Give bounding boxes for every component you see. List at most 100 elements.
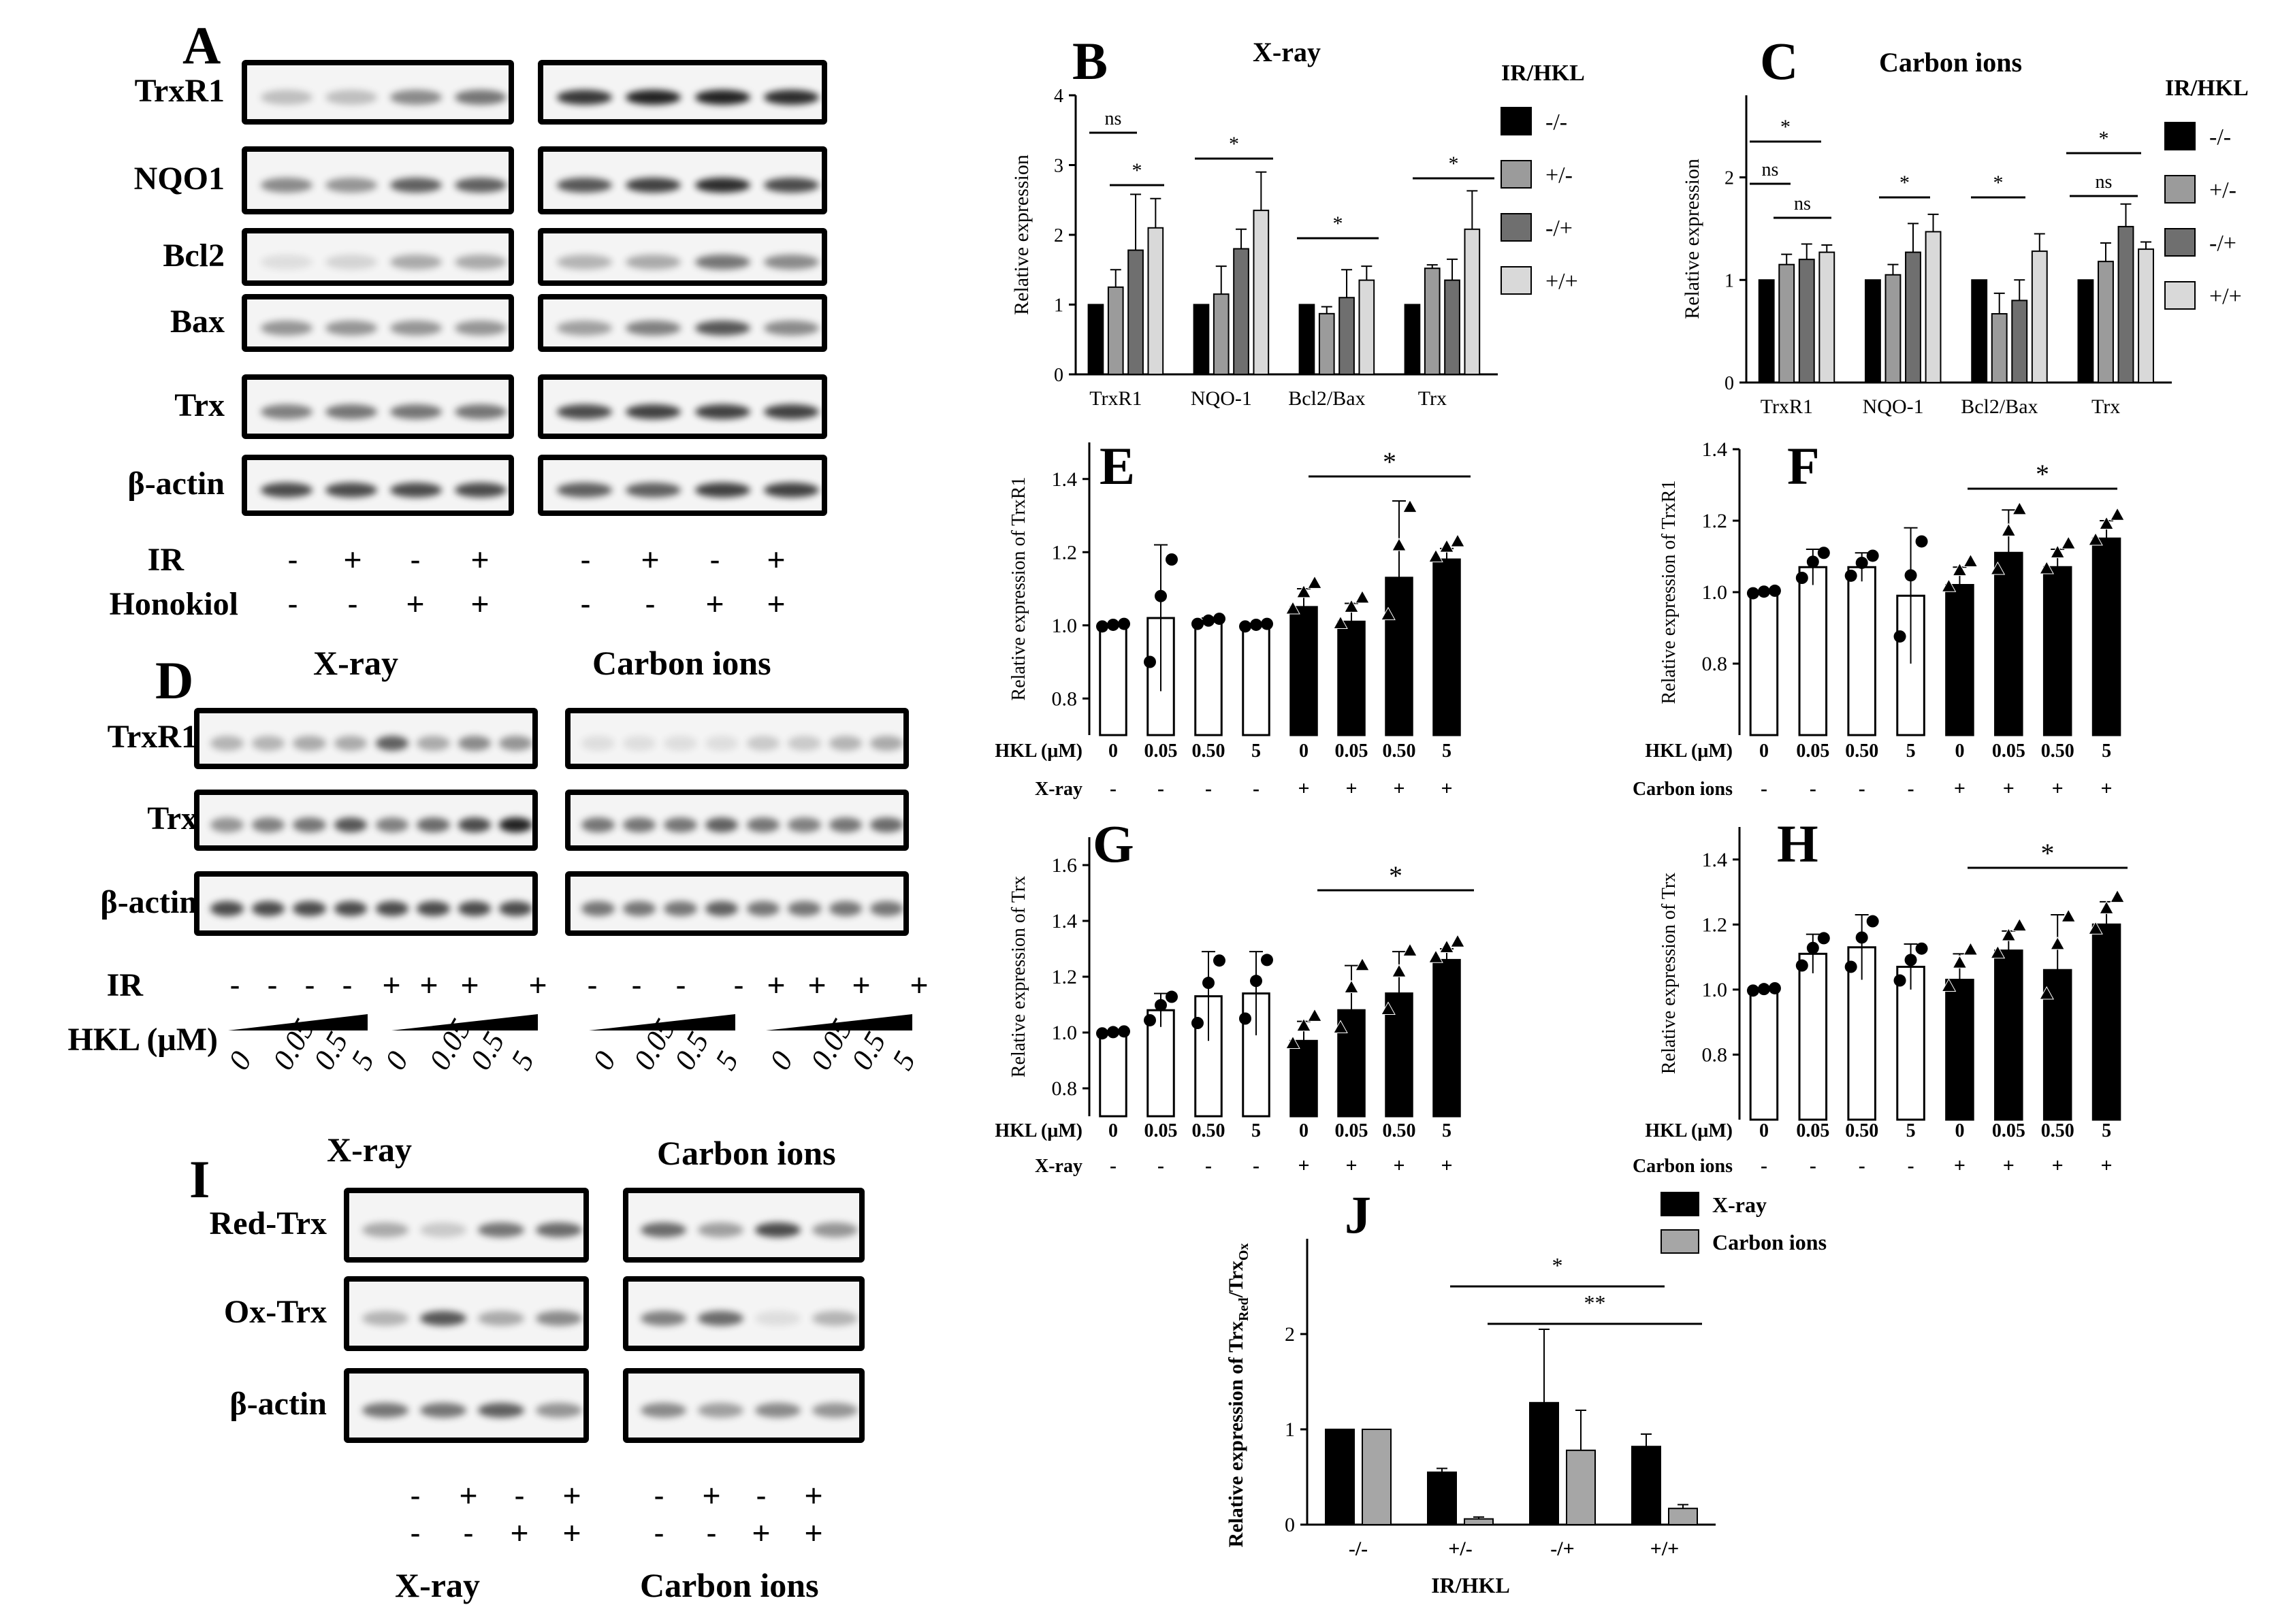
data-point [1450, 534, 1465, 547]
band [417, 736, 450, 751]
data-point [1746, 984, 1759, 997]
data-point [1239, 620, 1251, 633]
legend-swatch [1501, 107, 1532, 135]
band [210, 736, 244, 751]
legend-label: X-ray [1712, 1192, 1767, 1217]
data-point [1904, 954, 1917, 967]
band [375, 817, 409, 832]
panel-a-row-label: Bcl2 [163, 237, 225, 274]
data-point [1144, 655, 1156, 668]
bar [2077, 279, 2094, 383]
x-tick-label: NQO-1 [1863, 395, 1924, 418]
sig-label: * [2099, 127, 2109, 150]
data-point [1893, 974, 1906, 987]
band [763, 320, 819, 336]
band [499, 817, 532, 832]
sig-label: * [1132, 159, 1142, 182]
panel-b-label: B [1072, 31, 1108, 91]
band [334, 736, 368, 751]
panel-i-bottom-carbon: Carbon ions [640, 1566, 819, 1604]
legend-label: Carbon ions [1712, 1230, 1827, 1254]
band [375, 900, 409, 916]
panel-d-ir-sign: - [631, 967, 642, 1003]
y-tick-label: 1.6 [1052, 854, 1078, 877]
panel-i-sign-row1: + [804, 1478, 823, 1513]
band [698, 1311, 744, 1326]
x-tick-label: 0.50 [2041, 1120, 2074, 1141]
bar [1253, 210, 1270, 375]
legend-swatch [1501, 213, 1532, 242]
y-tick-label: 3 [1054, 156, 1063, 177]
band [325, 89, 377, 105]
band [293, 817, 326, 832]
bar [1994, 949, 2023, 1121]
sig-label: * [1552, 1253, 1563, 1278]
bar [1099, 624, 1127, 736]
band [325, 320, 377, 336]
x-tick-label: 0.05 [1144, 741, 1178, 762]
data-point [1963, 553, 1978, 567]
honokiol-sign: - [287, 586, 298, 621]
band [557, 178, 613, 193]
panel-d-blot-xray [194, 871, 538, 936]
band [664, 817, 697, 832]
panel-a-row-label: β-actin [127, 466, 225, 502]
band [389, 178, 442, 193]
bar [1668, 1508, 1698, 1525]
bar [1798, 952, 1828, 1121]
row1-label: HKL (μM) [1645, 1120, 1733, 1141]
panel-i-sign-row2: - [654, 1515, 664, 1550]
band [626, 320, 681, 336]
panel-d-ir-sign: + [528, 967, 547, 1003]
panel-i-sign-row1: - [756, 1478, 767, 1513]
ir-sign: + [470, 542, 490, 577]
data-point [1202, 977, 1215, 990]
band [535, 1311, 582, 1326]
sig-label: * [1993, 172, 2004, 194]
band [499, 736, 532, 751]
data-point [1866, 915, 1879, 928]
bar [1798, 566, 1828, 736]
bar [1087, 304, 1104, 375]
panel-d-row-label: Trx [147, 800, 197, 837]
bar [1631, 1446, 1661, 1525]
data-point [2110, 507, 2125, 521]
data-point [1202, 614, 1215, 627]
x-row2-sign: + [2101, 1154, 2113, 1177]
y-tick-label: 1 [1285, 1418, 1295, 1441]
ir-sign: + [343, 542, 362, 577]
y-tick-label: 0.8 [1052, 1077, 1078, 1100]
sig-label: * [2036, 459, 2049, 489]
y-axis-label: Relative expression of TrxR1 [1008, 477, 1029, 701]
bar [1298, 304, 1315, 375]
band [362, 1222, 408, 1237]
y-axis-label: Relative expression of Trx [1008, 876, 1029, 1077]
band [754, 1403, 801, 1418]
panel-i-row-label: Red-Trx [209, 1205, 327, 1241]
legend-title: IR/HKL [1501, 61, 1585, 86]
legend-label: -/+ [2209, 231, 2236, 256]
bar [2091, 537, 2121, 736]
ylabel-sub1: Red [1236, 1298, 1251, 1321]
panel-a-row-label: Trx [174, 387, 225, 423]
band [325, 254, 377, 270]
data-point [1855, 556, 1868, 569]
panel-d-ir-sign: + [767, 967, 786, 1003]
band [260, 483, 312, 498]
x-tick-label: Bcl2/Bax [1288, 387, 1365, 410]
data-point [1904, 569, 1917, 582]
band [477, 1222, 524, 1237]
data-point [1941, 978, 1957, 992]
ylabel-sub2: Ox [1236, 1244, 1251, 1261]
band [251, 736, 285, 751]
x-row2-sign: + [1393, 1154, 1405, 1177]
bar [1896, 965, 1925, 1121]
data-point [1191, 617, 1204, 630]
band [763, 483, 819, 498]
x-row2-sign: - [1908, 1154, 1914, 1177]
bar [1362, 1429, 1392, 1525]
sig-label: * [1333, 212, 1343, 235]
legend-label: -/- [1545, 110, 1567, 135]
honokiol-sign: + [767, 586, 786, 621]
